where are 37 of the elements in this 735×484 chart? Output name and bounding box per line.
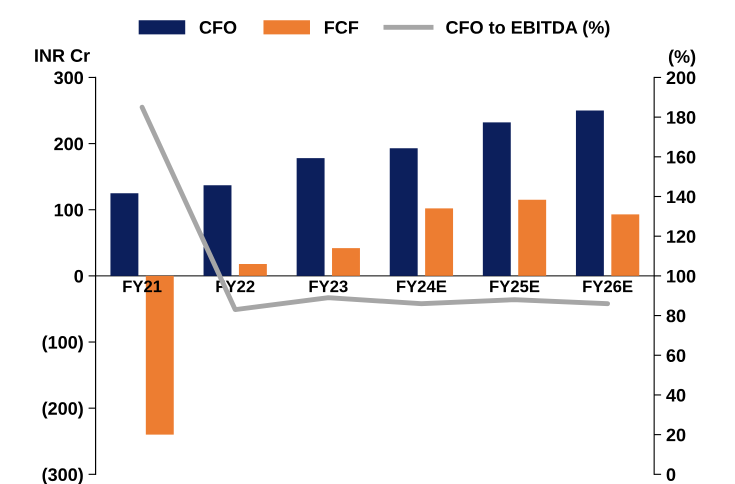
bar bbox=[425, 208, 454, 276]
y-tick-label: 200 bbox=[54, 138, 84, 150]
y2-tick-label: 40 bbox=[666, 388, 686, 402]
x-tick-label: FY25E bbox=[490, 280, 540, 292]
y-tick-label: (200) bbox=[42, 402, 83, 418]
legend-label: CFO to EBITDA (%) bbox=[446, 20, 610, 38]
legend-label: FCF bbox=[324, 21, 358, 34]
y2-axis-title: (%) bbox=[668, 50, 696, 66]
y2-tick-label: 100 bbox=[667, 270, 696, 283]
y2-tick-label: 60 bbox=[666, 349, 686, 362]
y2-tick-label: 80 bbox=[666, 310, 686, 322]
y-tick-label: 100 bbox=[54, 204, 84, 216]
bar bbox=[296, 158, 325, 276]
bar bbox=[204, 185, 232, 276]
x-tick-label: FY26E bbox=[583, 280, 632, 292]
y2-tick-label: 180 bbox=[667, 111, 696, 124]
y-tick-label: 0 bbox=[74, 270, 84, 283]
x-tick-label: FY24E bbox=[397, 280, 446, 292]
y2-tick-label: 160 bbox=[667, 150, 696, 164]
y2-tick-label: 140 bbox=[667, 190, 696, 204]
bar bbox=[390, 148, 418, 276]
y2-tick-label: 120 bbox=[667, 230, 696, 243]
y-tick-label: (100) bbox=[42, 335, 83, 352]
y-tick-label: 300 bbox=[54, 71, 84, 84]
bar bbox=[518, 200, 546, 276]
y-axis-title: INR Cr bbox=[35, 49, 90, 62]
bar bbox=[110, 193, 138, 276]
bar bbox=[576, 110, 604, 276]
bar bbox=[332, 248, 360, 276]
y2-tick-label: 20 bbox=[666, 428, 686, 442]
y2-tick-label: 200 bbox=[666, 71, 696, 84]
bar bbox=[238, 264, 267, 276]
bar bbox=[482, 122, 511, 276]
legend-label: CFO bbox=[200, 21, 236, 34]
bar bbox=[611, 214, 640, 276]
x-tick-label: FY23 bbox=[310, 280, 348, 292]
y2-tick-label: 0 bbox=[666, 468, 676, 482]
